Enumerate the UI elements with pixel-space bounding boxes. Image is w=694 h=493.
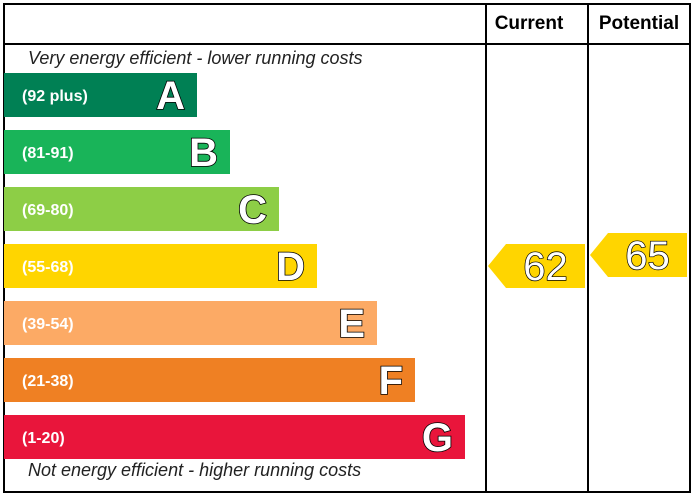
band-letter: F <box>379 359 403 403</box>
current-rating-arrow-value: 62 <box>523 245 568 289</box>
band-letter: G <box>422 416 453 460</box>
band-bar-g <box>4 415 465 459</box>
band-range-label: (81-91) <box>22 145 74 162</box>
band-range-label: (39-54) <box>22 316 74 333</box>
rating-bands: (92 plus) A (81-91) B (69-80) C (55-68) D (39-54… <box>4 73 465 461</box>
rating-arrows: 62 65 <box>488 233 687 290</box>
band-bar-c <box>4 187 279 231</box>
band-letter: D <box>276 245 305 289</box>
potential-rating-arrow: 65 <box>590 233 687 279</box>
band-range-label: (21-38) <box>22 373 74 390</box>
band-letter: C <box>238 188 267 232</box>
current-header: Current <box>495 13 564 34</box>
band-g: (1-20) G <box>4 415 465 461</box>
band-bar-e <box>4 301 377 345</box>
potential-rating-arrow-value: 65 <box>625 234 670 278</box>
band-bar-f <box>4 358 415 402</box>
band-range-label: (1-20) <box>22 430 65 447</box>
band-range-label: (69-80) <box>22 202 74 219</box>
band-f: (21-38) F <box>4 358 415 404</box>
band-e: (39-54) E <box>4 301 377 347</box>
band-letter: B <box>189 131 218 175</box>
band-bar-d <box>4 244 317 288</box>
band-bar-a <box>4 73 197 117</box>
band-bar-b <box>4 130 230 174</box>
band-letter: A <box>156 74 185 118</box>
band-range-label: (55-68) <box>22 259 74 276</box>
band-a: (92 plus) A <box>4 73 197 119</box>
potential-rating-arrow-shape <box>590 233 687 277</box>
band-b: (81-91) B <box>4 130 230 176</box>
current-rating-arrow: 62 <box>488 244 585 290</box>
potential-header: Potential <box>599 13 679 34</box>
bottom-note: Not energy efficient - higher running co… <box>28 460 361 480</box>
current-rating-arrow-shape <box>488 244 585 288</box>
band-letter: E <box>338 302 365 346</box>
band-d: (55-68) D <box>4 244 317 290</box>
band-c: (69-80) C <box>4 187 279 233</box>
top-note: Very energy efficient - lower running co… <box>28 48 363 68</box>
band-range-label: (92 plus) <box>22 88 88 105</box>
